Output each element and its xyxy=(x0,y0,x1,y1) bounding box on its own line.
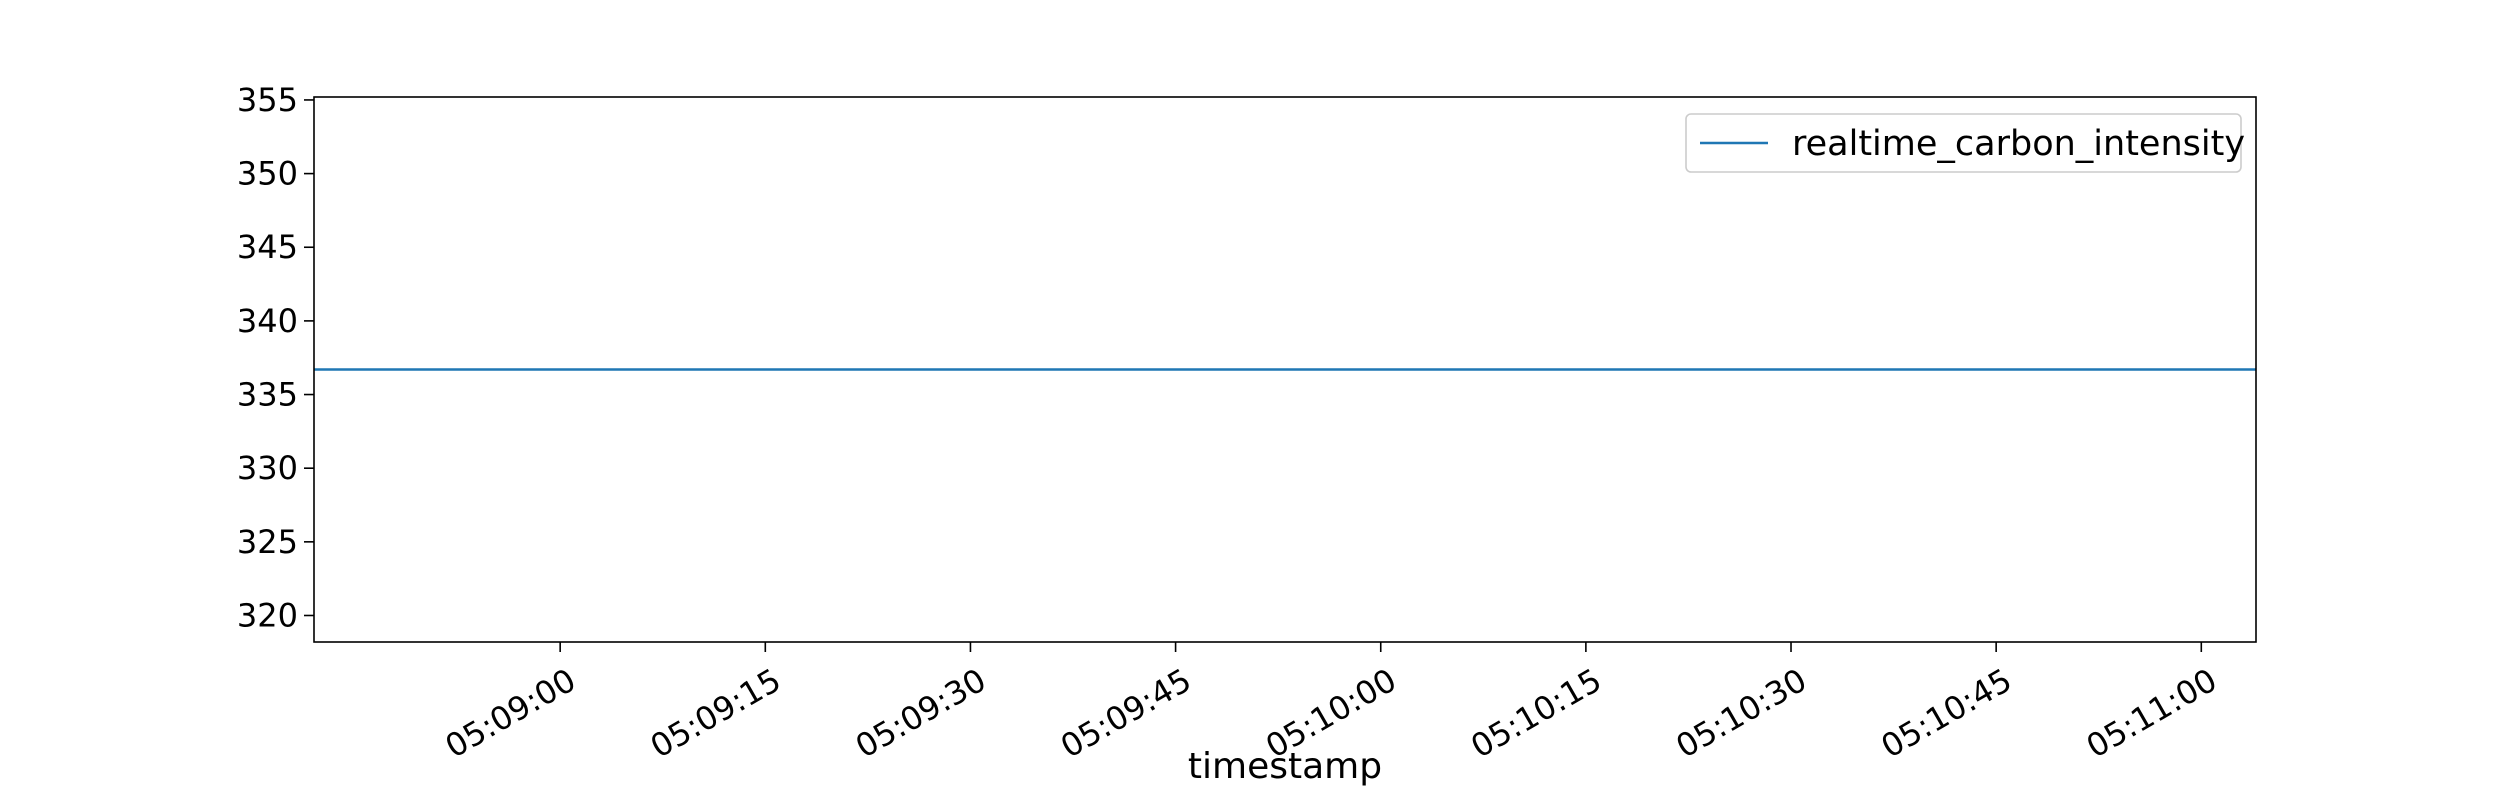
legend-box xyxy=(1685,113,2242,173)
y-tick-label: 355 xyxy=(237,81,298,119)
plot-frame xyxy=(313,96,2257,643)
y-tick-label: 350 xyxy=(237,155,298,193)
y-tick-label: 330 xyxy=(237,449,298,487)
y-tick-label: 320 xyxy=(237,596,298,634)
y-tick-label: 345 xyxy=(237,228,298,266)
x-axis-title: timestamp xyxy=(1188,746,1382,787)
y-tick-label: 335 xyxy=(237,376,298,414)
legend-label: realtime_carbon_intensity xyxy=(1792,124,2245,164)
legend: realtime_carbon_intensity xyxy=(1685,113,2245,173)
y-tick-label: 325 xyxy=(237,523,298,561)
y-axis: 320 325 330 335 340 345 350 355 xyxy=(237,81,314,634)
y-tick-label: 340 xyxy=(237,302,298,340)
